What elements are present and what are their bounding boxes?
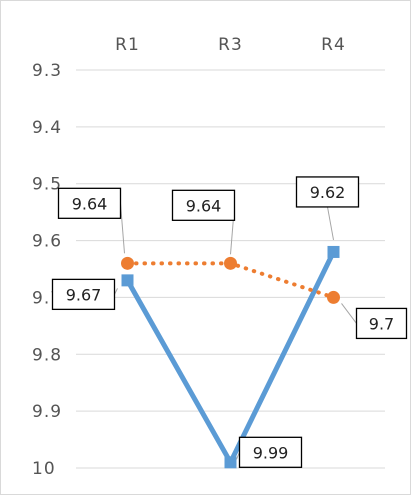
y-tick-label: 9.6 — [32, 232, 62, 252]
data-label: 9.62 — [310, 183, 346, 202]
data-point — [121, 274, 134, 287]
data-point — [327, 290, 340, 304]
y-tick-label: 10 — [32, 459, 56, 479]
data-label-box — [295, 176, 360, 208]
x-tick-label: R3 — [218, 35, 243, 55]
data-label-box — [238, 436, 303, 468]
series-layer — [121, 245, 340, 469]
data-point — [224, 456, 237, 469]
data-label: 9.7 — [369, 314, 394, 333]
data-label-box — [355, 307, 408, 340]
data-label-box — [171, 189, 236, 221]
y-tick-label: 9.3 — [32, 61, 62, 81]
y-tick-label: 9.8 — [32, 345, 62, 365]
x-tick-label: R1 — [115, 35, 140, 55]
gridlines — [76, 69, 385, 469]
data-point — [327, 245, 340, 258]
leader-line — [341, 303, 357, 324]
data-labels: 9.67 9.99 9.62 9.64 9.64 9.7 — [51, 176, 408, 468]
data-label: 9.99 — [253, 443, 289, 462]
data-label-box — [51, 278, 116, 311]
leader-line — [120, 203, 125, 254]
y-tick-label: 9.5 — [32, 175, 62, 195]
data-label: 9.67 — [66, 285, 102, 304]
data-point — [224, 256, 237, 270]
data-point — [121, 256, 134, 270]
y-tick-label: 9.9 — [32, 402, 62, 422]
y-tick-label: 9.4 — [32, 118, 62, 138]
data-label: 9.64 — [72, 194, 108, 213]
x-tick-label: R4 — [321, 35, 346, 55]
data-label: 9.64 — [186, 196, 222, 215]
data-label-box — [57, 187, 122, 219]
leader-line — [327, 206, 334, 241]
